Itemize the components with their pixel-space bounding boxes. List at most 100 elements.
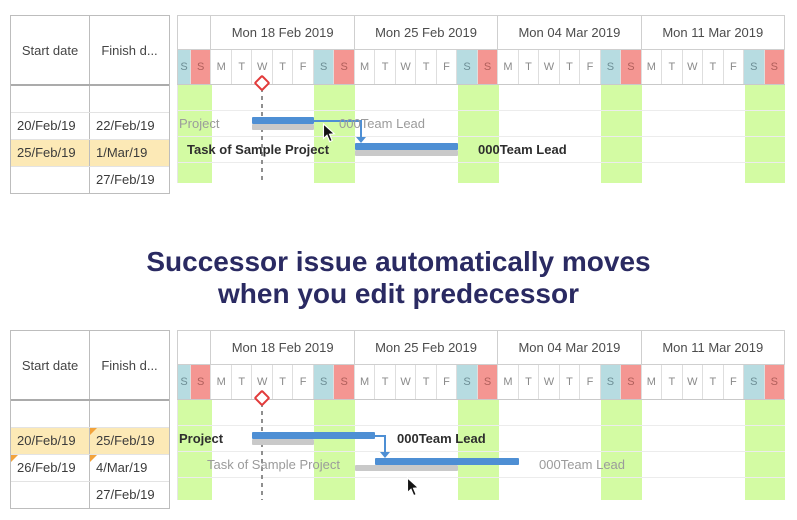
assignee-label: 000Team Lead	[397, 431, 486, 446]
changed-value-flag-icon	[90, 455, 97, 462]
start-date-cell[interactable]	[11, 167, 90, 193]
date-table-header: Start date Finish d...	[11, 16, 169, 86]
day-header-cell: S	[477, 50, 499, 84]
day-header-cell: S	[313, 365, 335, 399]
column-header-start-date[interactable]: Start date	[11, 16, 90, 84]
finish-date-cell[interactable]: 4/Mar/19	[90, 455, 169, 481]
caption-line-2: when you edit predecessor	[218, 278, 579, 309]
day-header-cell: W	[252, 50, 273, 84]
start-date-cell[interactable]	[11, 401, 90, 427]
day-header-cell: F	[293, 50, 314, 84]
gantt-panel-before: Start date Finish d... 20/Feb/19 22/Feb/1…	[0, 0, 797, 205]
week-header-cell: Mon 18 Feb 2019	[211, 16, 355, 49]
week-header-cell: Mon 11 Mar 2019	[642, 16, 785, 49]
task-bar[interactable]	[375, 458, 519, 465]
chart-row	[178, 111, 785, 137]
task-baseline-bar	[355, 465, 458, 471]
day-header-cell: S	[178, 50, 191, 84]
day-header-cell: S	[600, 365, 622, 399]
finish-date-cell[interactable]: 22/Feb/19	[96, 118, 155, 133]
task-baseline-bar	[355, 150, 458, 156]
dependency-connector	[375, 435, 386, 437]
week-header-row: Mon 18 Feb 2019 Mon 25 Feb 2019 Mon 04 Mar…	[177, 15, 785, 49]
weekend-band	[601, 400, 642, 500]
day-header-cell: T	[273, 50, 294, 84]
week-header-spacer	[178, 16, 212, 49]
day-header-cell: S	[621, 365, 642, 399]
week-header-row: Mon 18 Feb 2019 Mon 25 Feb 2019 Mon 04 Mar…	[177, 330, 785, 364]
day-header-cell: F	[724, 365, 745, 399]
mouse-cursor-icon	[322, 123, 336, 143]
task-baseline-bar	[252, 439, 314, 445]
day-header-cell: F	[724, 50, 745, 84]
gantt-panel-after: Start date Finish d... 20/Feb/19 25/Feb/1…	[0, 315, 797, 520]
assignee-label: 000Team Lead	[478, 142, 567, 157]
day-header-cell: M	[642, 50, 663, 84]
task-label: Task of Sample Project	[207, 457, 340, 472]
week-header-cell: Mon 25 Feb 2019	[355, 331, 499, 364]
gantt-chart: Mon 18 Feb 2019 Mon 25 Feb 2019 Mon 04 Mar…	[177, 330, 786, 500]
day-header-cell: S	[457, 365, 478, 399]
chart-row	[178, 478, 785, 500]
start-date-cell[interactable]: 20/Feb/19	[11, 428, 90, 454]
finish-date-cell[interactable]: 27/Feb/19	[96, 487, 155, 502]
day-header-cell: S	[190, 50, 212, 84]
table-row	[11, 401, 169, 428]
column-header-finish-date[interactable]: Finish d...	[101, 42, 158, 58]
day-header-cell: S	[313, 50, 335, 84]
day-header-cell: S	[764, 365, 786, 399]
column-header-finish-date[interactable]: Finish d...	[101, 357, 158, 373]
chart-row	[178, 452, 785, 478]
day-header-cell: F	[580, 50, 601, 84]
day-header-cell: S	[744, 50, 765, 84]
task-bar[interactable]	[355, 143, 458, 150]
finish-date-cell[interactable]	[90, 86, 169, 112]
finish-date-cell[interactable]: 25/Feb/19	[90, 428, 169, 454]
task-baseline-bar	[252, 124, 314, 130]
task-bar[interactable]	[252, 432, 375, 439]
task-label: Project	[179, 431, 224, 446]
day-header-cell: T	[416, 50, 437, 84]
table-row: 26/Feb/19 4/Mar/19	[11, 455, 169, 482]
changed-value-flag-icon	[11, 455, 18, 462]
day-header-cell: T	[232, 50, 253, 84]
day-header-cell: S	[457, 50, 478, 84]
day-header-cell: W	[396, 50, 417, 84]
week-header-cell: Mon 18 Feb 2019	[211, 331, 355, 364]
date-table-body: 20/Feb/19 25/Feb/19 26/Feb/19 4/Mar/19 27/Fe…	[11, 401, 169, 508]
start-date-cell[interactable]: 20/Feb/19	[11, 113, 90, 139]
chart-row	[178, 400, 785, 426]
day-header-cell: T	[519, 365, 540, 399]
day-header-cell: T	[560, 50, 581, 84]
day-header-cell: S	[600, 50, 622, 84]
weekend-band	[744, 85, 785, 183]
date-table-body: 20/Feb/19 22/Feb/19 25/Feb/19 1/Mar/19 27/Fe…	[11, 86, 169, 193]
table-row: 20/Feb/19 22/Feb/19	[11, 113, 169, 140]
caption-line-1: Successor issue automatically moves	[146, 246, 651, 277]
column-header-start-date[interactable]: Start date	[11, 331, 90, 399]
start-date-cell[interactable]	[11, 86, 90, 112]
week-header-cell: Mon 11 Mar 2019	[642, 331, 785, 364]
start-date-cell[interactable]: 26/Feb/19	[11, 455, 90, 481]
finish-date-cell[interactable]: 1/Mar/19	[90, 140, 169, 166]
task-bar[interactable]	[252, 117, 314, 124]
day-header-cell: M	[211, 365, 232, 399]
day-header-cell: S	[764, 50, 786, 84]
today-dashed-line	[261, 403, 263, 500]
table-row: 20/Feb/19 25/Feb/19	[11, 428, 169, 455]
finish-date-cell[interactable]: 27/Feb/19	[96, 172, 155, 187]
day-header-cell: W	[539, 50, 560, 84]
day-header-cell: S	[621, 50, 642, 84]
day-header-cell: F	[437, 365, 458, 399]
changed-value-flag-icon	[90, 428, 97, 435]
start-date-cell[interactable]	[11, 482, 90, 508]
chart-body: Project 000Team Lead Task of Sample Proj…	[177, 400, 785, 500]
today-dashed-line	[261, 88, 263, 183]
dependency-connector	[360, 120, 362, 137]
finish-date-cell[interactable]	[90, 401, 169, 427]
gantt-chart: Mon 18 Feb 2019 Mon 25 Feb 2019 Mon 04 Mar…	[177, 15, 786, 183]
start-date-cell[interactable]: 25/Feb/19	[11, 140, 90, 166]
day-header-cell: T	[232, 365, 253, 399]
weekend-band	[457, 85, 499, 183]
